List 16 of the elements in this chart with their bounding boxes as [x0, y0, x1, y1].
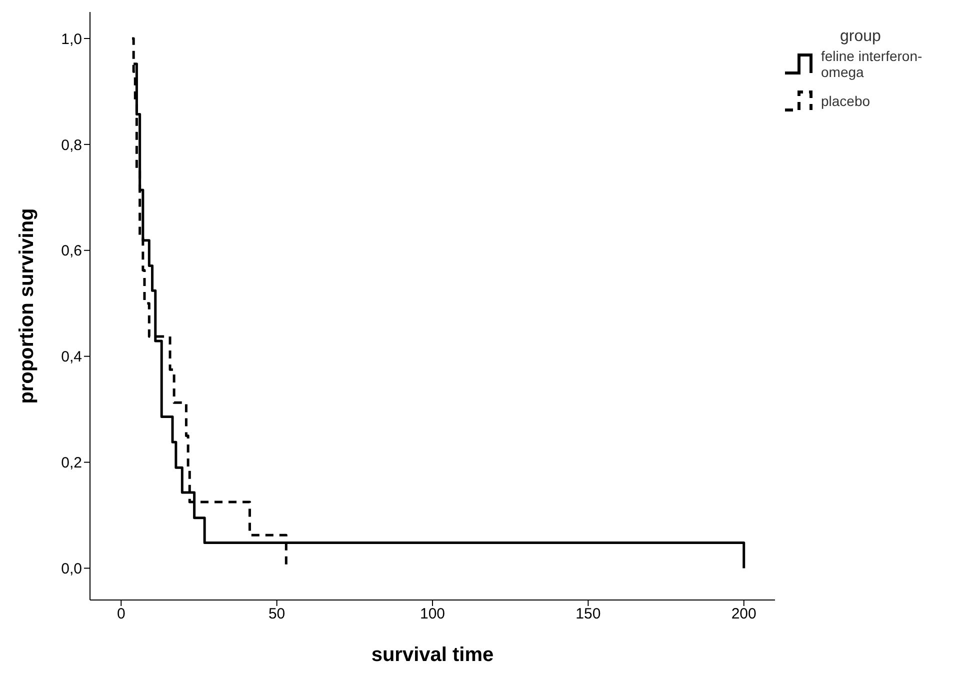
y-tick-label: 1,0 [61, 30, 82, 48]
y-tick-label: 0,6 [61, 242, 82, 260]
x-axis-title: survival time [371, 644, 494, 666]
y-tick-label: 0,0 [61, 560, 82, 578]
legend-label: feline interferon-omega [821, 48, 924, 80]
legend-title: group [839, 28, 882, 46]
legend-label: placebo [821, 93, 870, 109]
x-tick-label: 150 [576, 606, 601, 623]
x-tick-label: 200 [731, 606, 756, 623]
x-tick-label: 0 [116, 606, 126, 623]
x-tick-label: 100 [420, 606, 446, 623]
y-tick-label: 0,8 [61, 136, 82, 154]
y-axis-title: proportion surviving [16, 208, 38, 404]
x-tick-label: 50 [268, 606, 286, 623]
y-tick-label: 0,2 [61, 454, 82, 472]
y-tick-label: 0,4 [61, 348, 82, 366]
